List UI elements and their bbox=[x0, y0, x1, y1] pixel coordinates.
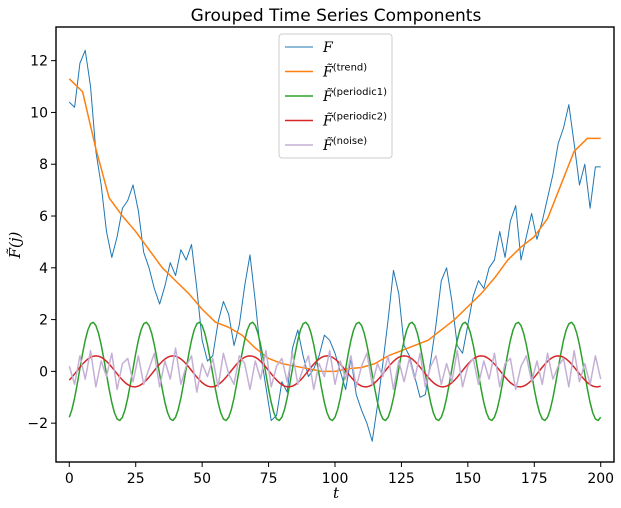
x-axis-label: t bbox=[333, 484, 340, 502]
y-tick-label: 4 bbox=[39, 261, 48, 277]
y-tick-label: 0 bbox=[39, 364, 48, 380]
y-tick-label: 2 bbox=[39, 313, 48, 329]
legend-box bbox=[278, 33, 393, 159]
y-axis-label-text: F̃(j) bbox=[6, 231, 24, 259]
series-line-1 bbox=[68, 49, 601, 442]
legend-label-4: F̃(periodic2) bbox=[322, 112, 387, 130]
y-axis-label: F̃(j) bbox=[6, 231, 24, 259]
series-line-4 bbox=[68, 355, 601, 388]
series-line-2 bbox=[68, 78, 601, 373]
y-tick-label: 10 bbox=[30, 105, 48, 121]
legend-label-5: F̃(noise) bbox=[322, 136, 367, 154]
chart-title: Grouped Time Series Components bbox=[191, 6, 482, 26]
y-tick-label: 6 bbox=[39, 209, 48, 225]
y-tick-label: 8 bbox=[39, 157, 48, 173]
x-tick-label: 125 bbox=[388, 471, 415, 487]
legend-label-1: F bbox=[322, 40, 334, 56]
series-line-5 bbox=[68, 347, 602, 393]
plot-area: 0 25 50 75 100 125 150 175 200 −2 0 2 4 6 8 10 12 bbox=[27, 26, 615, 487]
legend-label-3: F̃(periodic1) bbox=[322, 87, 387, 105]
y-tick-label: 12 bbox=[30, 54, 48, 70]
legend: F F̃(trend) F̃(periodic1) F̃(periodic2) F̃(n… bbox=[278, 33, 393, 159]
x-tick-label: 150 bbox=[454, 471, 481, 487]
x-tick-label: 0 bbox=[65, 471, 74, 487]
x-tick-label: 75 bbox=[260, 471, 278, 487]
y-tick-label: −2 bbox=[27, 416, 48, 432]
x-tick-label: 100 bbox=[322, 471, 349, 487]
legend-label-2: F̃(trend) bbox=[322, 63, 367, 81]
series-line-3 bbox=[68, 321, 602, 422]
x-tick-label: 25 bbox=[127, 471, 145, 487]
x-tick-label: 200 bbox=[587, 471, 614, 487]
x-tick-label: 50 bbox=[193, 471, 211, 487]
x-tick-label: 175 bbox=[521, 471, 548, 487]
